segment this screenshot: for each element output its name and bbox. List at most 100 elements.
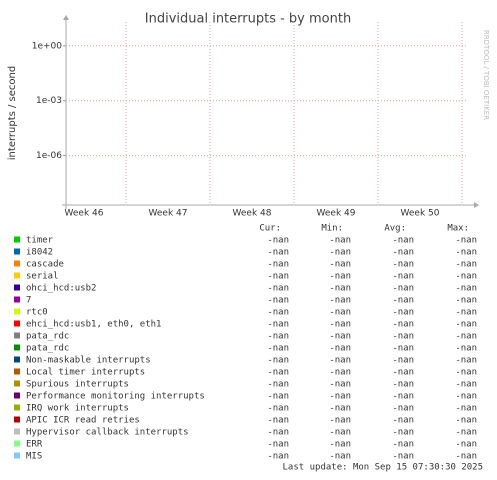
legend-swatch bbox=[14, 272, 20, 279]
stat-value: -nan bbox=[455, 236, 477, 246]
stat-value: -nan bbox=[329, 440, 351, 450]
legend-swatch bbox=[14, 392, 20, 399]
stat-value: -nan bbox=[392, 308, 414, 318]
stat-value: -nan bbox=[267, 260, 289, 270]
legend-swatch bbox=[14, 320, 20, 327]
stat-value: -nan bbox=[267, 296, 289, 306]
stat-value: -nan bbox=[392, 416, 414, 426]
stat-value: -nan bbox=[267, 344, 289, 354]
stat-value: -nan bbox=[392, 392, 414, 402]
stat-value: -nan bbox=[329, 308, 351, 318]
stat-value: -nan bbox=[392, 284, 414, 294]
stats-header: Cur: bbox=[259, 224, 281, 234]
stat-value: -nan bbox=[329, 344, 351, 354]
stat-value: -nan bbox=[455, 440, 477, 450]
y-tick-label: 1e-06 bbox=[36, 151, 62, 161]
legend-label: ERR bbox=[26, 440, 43, 450]
stat-value: -nan bbox=[329, 296, 351, 306]
stats-header: Max: bbox=[447, 224, 469, 234]
legend-label: i8042 bbox=[26, 248, 53, 258]
stats-header: Avg: bbox=[384, 224, 406, 234]
stat-value: -nan bbox=[267, 320, 289, 330]
stat-value: -nan bbox=[392, 296, 414, 306]
stat-value: -nan bbox=[329, 260, 351, 270]
stat-value: -nan bbox=[392, 380, 414, 390]
legend-label: Spurious interrupts bbox=[26, 380, 129, 390]
stat-value: -nan bbox=[267, 452, 289, 462]
stat-value: -nan bbox=[267, 236, 289, 246]
legend-label: serial bbox=[26, 272, 59, 282]
stat-value: -nan bbox=[329, 428, 351, 438]
stat-value: -nan bbox=[455, 272, 477, 282]
stat-value: -nan bbox=[329, 356, 351, 366]
legend-label: Local timer interrupts bbox=[26, 368, 145, 378]
legend-label: MIS bbox=[26, 452, 42, 462]
stat-value: -nan bbox=[455, 404, 477, 414]
stat-value: -nan bbox=[392, 404, 414, 414]
footer: Last update: Mon Sep 15 07:30:30 2025 bbox=[283, 463, 483, 473]
stat-value: -nan bbox=[329, 236, 351, 246]
stat-value: -nan bbox=[455, 308, 477, 318]
stat-value: -nan bbox=[329, 368, 351, 378]
stat-value: -nan bbox=[455, 332, 477, 342]
side-text: RRDTOOL / TOBI OETIKER bbox=[482, 30, 490, 120]
legend-label: pata_rdc bbox=[26, 344, 69, 354]
legend-label: pata_rdc bbox=[26, 332, 69, 342]
y-axis-arrow bbox=[63, 15, 69, 20]
stat-value: -nan bbox=[392, 260, 414, 270]
stat-value: -nan bbox=[392, 272, 414, 282]
stat-value: -nan bbox=[455, 260, 477, 270]
chart-title: Individual interrupts - by month bbox=[145, 12, 351, 27]
stat-value: -nan bbox=[329, 272, 351, 282]
stat-value: -nan bbox=[392, 320, 414, 330]
stat-value: -nan bbox=[267, 404, 289, 414]
legend-label: Hypervisor callback interrupts bbox=[26, 428, 189, 438]
stat-value: -nan bbox=[455, 344, 477, 354]
stat-value: -nan bbox=[392, 368, 414, 378]
stat-value: -nan bbox=[267, 272, 289, 282]
stat-value: -nan bbox=[267, 440, 289, 450]
stat-value: -nan bbox=[392, 344, 414, 354]
stat-value: -nan bbox=[329, 380, 351, 390]
legend-label: ehci_hcd:usb1, eth0, eth1 bbox=[26, 320, 161, 330]
legend-label: Performance monitoring interrupts bbox=[26, 392, 205, 402]
legend-swatch bbox=[14, 428, 20, 435]
stat-value: -nan bbox=[329, 332, 351, 342]
stat-value: -nan bbox=[392, 248, 414, 258]
legend-label: Non-maskable interrupts bbox=[26, 356, 151, 366]
legend-swatch bbox=[14, 344, 20, 351]
x-tick-label: Week 48 bbox=[233, 209, 272, 219]
stat-value: -nan bbox=[455, 356, 477, 366]
stat-value: -nan bbox=[455, 284, 477, 294]
stat-value: -nan bbox=[329, 404, 351, 414]
stat-value: -nan bbox=[267, 248, 289, 258]
legend-swatch bbox=[14, 332, 20, 339]
stat-value: -nan bbox=[267, 308, 289, 318]
stat-value: -nan bbox=[329, 416, 351, 426]
stat-value: -nan bbox=[455, 380, 477, 390]
x-tick-label: Week 46 bbox=[65, 209, 104, 219]
legend-label: timer bbox=[26, 236, 54, 246]
legend-swatch bbox=[14, 440, 20, 447]
stat-value: -nan bbox=[267, 284, 289, 294]
stat-value: -nan bbox=[267, 356, 289, 366]
legend-swatch bbox=[14, 296, 20, 303]
stat-value: -nan bbox=[329, 320, 351, 330]
stat-value: -nan bbox=[329, 248, 351, 258]
stat-value: -nan bbox=[329, 284, 351, 294]
legend-swatch bbox=[14, 368, 20, 375]
legend-swatch bbox=[14, 404, 20, 411]
x-axis-arrow bbox=[474, 202, 479, 208]
stat-value: -nan bbox=[455, 452, 477, 462]
legend-label: APIC ICR read retries bbox=[26, 416, 140, 426]
x-tick-label: Week 47 bbox=[149, 209, 188, 219]
legend-label: ohci_hcd:usb2 bbox=[26, 284, 96, 294]
stat-value: -nan bbox=[392, 440, 414, 450]
x-tick-label: Week 50 bbox=[401, 209, 440, 219]
legend-swatch bbox=[14, 248, 20, 255]
legend-swatch bbox=[14, 416, 20, 423]
stat-value: -nan bbox=[455, 416, 477, 426]
stat-value: -nan bbox=[329, 452, 351, 462]
stat-value: -nan bbox=[267, 380, 289, 390]
